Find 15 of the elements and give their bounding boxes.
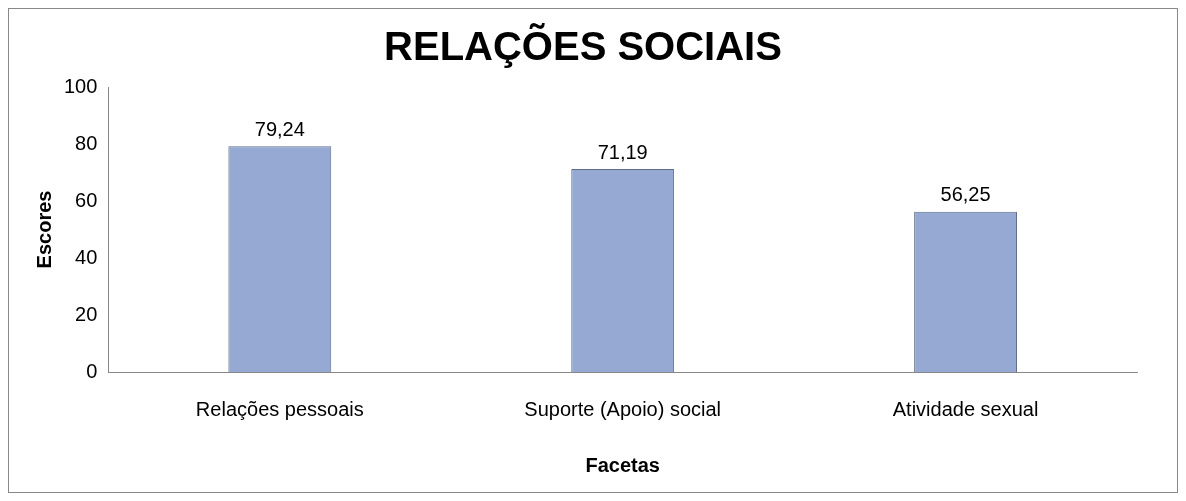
y-tick-label: 20 (75, 302, 98, 325)
x-tick-label: Suporte (Apoio) social (524, 397, 722, 420)
y-tick-label: 60 (75, 188, 98, 211)
x-axis-title: Facetas (585, 453, 660, 476)
y-tick-label: 40 (75, 245, 98, 268)
x-tick-label: Atividade sexual (892, 397, 1039, 420)
data-label: 56,25 (940, 183, 991, 206)
data-label: 79,24 (254, 117, 305, 140)
data-label: 71,19 (597, 140, 648, 163)
y-tick-label: 80 (75, 131, 98, 154)
y-tick-label: 100 (63, 74, 98, 97)
y-tick-label: 0 (86, 359, 98, 382)
y-axis-title: Escores (32, 190, 55, 269)
chart-title: RELAÇÕES SOCIAIS (384, 23, 782, 69)
x-tick-label: Relações pessoais (195, 397, 364, 420)
